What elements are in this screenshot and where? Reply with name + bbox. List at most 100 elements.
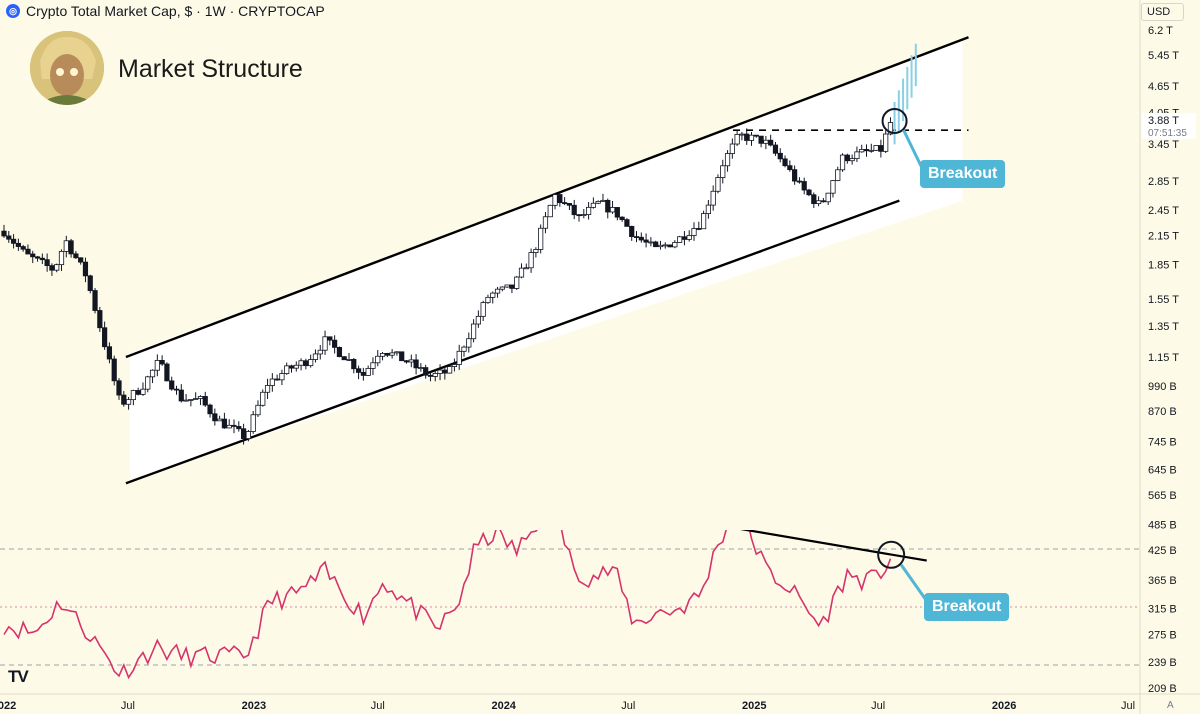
candle bbox=[269, 378, 275, 386]
candle bbox=[700, 213, 707, 230]
candle bbox=[787, 165, 793, 171]
time-tick-label: 2026 bbox=[992, 700, 1016, 712]
price-tick-label: 5.45 T bbox=[1148, 50, 1179, 62]
candle bbox=[351, 358, 357, 370]
candle bbox=[154, 360, 160, 371]
cryptocap-icon: ◎ bbox=[6, 4, 20, 18]
candle bbox=[873, 145, 879, 151]
candle bbox=[629, 225, 635, 237]
candle bbox=[130, 390, 136, 401]
candle bbox=[135, 390, 141, 395]
candle bbox=[149, 369, 156, 378]
candle bbox=[681, 236, 688, 240]
candle bbox=[298, 360, 304, 366]
candle bbox=[849, 158, 855, 162]
candle bbox=[427, 374, 434, 377]
breakout-callout-rsi: Breakout bbox=[924, 593, 1010, 621]
candle bbox=[169, 380, 175, 390]
price-tick-label: 645 B bbox=[1148, 464, 1177, 476]
candle bbox=[121, 394, 127, 405]
candle bbox=[423, 367, 429, 376]
candle bbox=[403, 360, 410, 363]
candle bbox=[883, 133, 889, 152]
candle bbox=[796, 180, 803, 183]
candle bbox=[509, 284, 515, 289]
candle bbox=[566, 203, 573, 206]
auto-scale-button[interactable]: A bbox=[1167, 700, 1174, 711]
time-tick-label: Jul bbox=[871, 700, 885, 712]
candle bbox=[183, 399, 189, 402]
candle bbox=[609, 207, 616, 213]
candle bbox=[1, 230, 7, 237]
candle bbox=[801, 181, 807, 191]
candle bbox=[811, 194, 817, 205]
candle bbox=[576, 214, 582, 217]
candle bbox=[308, 359, 314, 367]
candle bbox=[744, 133, 750, 141]
candle bbox=[336, 347, 343, 358]
candle bbox=[102, 327, 108, 348]
candle bbox=[768, 139, 774, 146]
time-tick-label: 2025 bbox=[742, 700, 766, 712]
candle bbox=[202, 396, 208, 406]
candle bbox=[327, 336, 333, 341]
candle bbox=[590, 202, 596, 208]
candle bbox=[188, 399, 194, 401]
price-tick-label: 565 B bbox=[1148, 490, 1177, 502]
candle bbox=[30, 253, 36, 258]
candle bbox=[63, 240, 69, 252]
price-tick-label: 6.2 T bbox=[1148, 25, 1173, 37]
time-tick-label: 2023 bbox=[242, 700, 266, 712]
breakout-label-price: Breakout bbox=[928, 165, 998, 182]
candle bbox=[451, 364, 458, 367]
price-tick-label: 2.15 T bbox=[1148, 231, 1179, 243]
candle bbox=[633, 236, 640, 238]
candle bbox=[217, 418, 223, 422]
candle bbox=[34, 256, 41, 259]
candle bbox=[667, 244, 673, 248]
candle bbox=[437, 369, 443, 374]
candle bbox=[15, 242, 21, 247]
breakout-circle-price bbox=[881, 107, 908, 134]
rsi-line bbox=[3, 530, 892, 680]
candle bbox=[792, 169, 798, 182]
price-tick-label: 990 B bbox=[1148, 381, 1177, 393]
candle bbox=[212, 413, 218, 422]
candle bbox=[470, 323, 477, 340]
candle bbox=[815, 200, 822, 205]
candle bbox=[528, 252, 534, 269]
candle bbox=[173, 388, 180, 391]
candle bbox=[145, 376, 151, 390]
candle bbox=[245, 431, 251, 439]
candle bbox=[820, 200, 826, 203]
candle bbox=[763, 139, 769, 144]
price-tick-label: 425 B bbox=[1148, 545, 1177, 557]
candle bbox=[844, 154, 850, 162]
candle bbox=[341, 356, 347, 361]
candle bbox=[485, 296, 491, 304]
candle bbox=[456, 350, 462, 365]
candle bbox=[322, 336, 328, 351]
tradingview-logo[interactable]: TV bbox=[8, 667, 29, 686]
currency-label: USD bbox=[1147, 6, 1171, 18]
candle bbox=[125, 399, 132, 405]
currency-select[interactable]: USD bbox=[1141, 3, 1184, 21]
candle bbox=[312, 353, 319, 360]
candle bbox=[20, 246, 26, 250]
candle bbox=[447, 366, 453, 374]
candle bbox=[193, 398, 199, 400]
candle bbox=[274, 378, 280, 381]
candle bbox=[523, 267, 529, 270]
candle bbox=[10, 238, 17, 244]
candle bbox=[571, 204, 577, 216]
candle bbox=[748, 134, 755, 141]
candle bbox=[562, 202, 568, 204]
candle bbox=[355, 368, 362, 373]
candle bbox=[461, 346, 467, 352]
price-tick-label: 1.55 T bbox=[1148, 294, 1179, 306]
candle bbox=[724, 153, 731, 167]
symbol-title[interactable]: Crypto Total Market Cap, $ · 1W · CRYPTO… bbox=[26, 3, 325, 19]
price-tick-label: 365 B bbox=[1148, 575, 1177, 587]
candle bbox=[197, 396, 204, 399]
candle bbox=[605, 199, 611, 213]
